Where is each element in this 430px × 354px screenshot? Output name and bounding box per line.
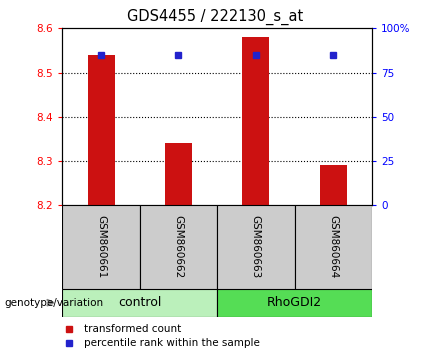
Bar	[217, 205, 295, 289]
Text: GSM860663: GSM860663	[251, 215, 261, 279]
Bar	[217, 289, 372, 317]
Bar	[140, 205, 217, 289]
Bar	[243, 37, 269, 205]
Text: percentile rank within the sample: percentile rank within the sample	[84, 338, 260, 348]
Text: RhoGDI2: RhoGDI2	[267, 296, 322, 309]
Text: GDS4455 / 222130_s_at: GDS4455 / 222130_s_at	[127, 9, 303, 25]
Text: GSM860662: GSM860662	[173, 215, 184, 279]
Bar	[62, 289, 217, 317]
Text: GSM860664: GSM860664	[328, 215, 338, 279]
Text: genotype/variation: genotype/variation	[4, 298, 104, 308]
Bar	[295, 205, 372, 289]
Bar	[88, 55, 114, 205]
Text: GSM860661: GSM860661	[96, 215, 106, 279]
Bar	[320, 165, 347, 205]
Bar	[62, 205, 140, 289]
Text: control: control	[118, 296, 161, 309]
Bar	[165, 143, 192, 205]
Text: transformed count: transformed count	[84, 324, 181, 334]
